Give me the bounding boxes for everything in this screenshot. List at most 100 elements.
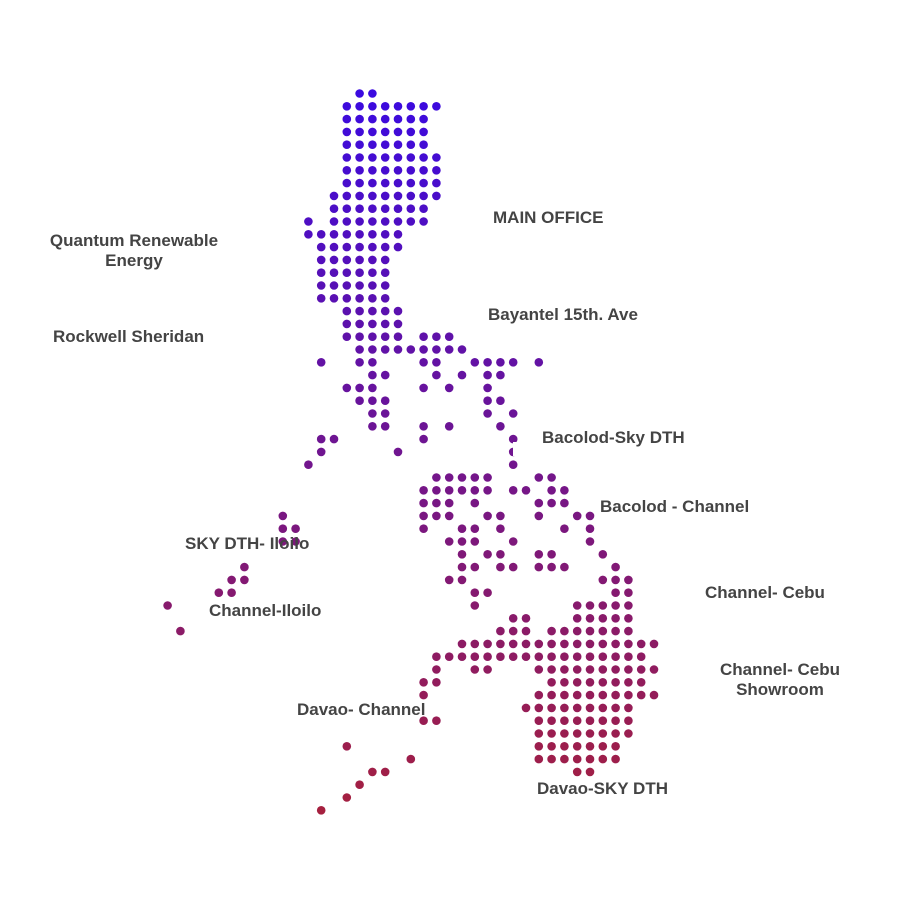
map-dot <box>316 294 326 303</box>
map-dot <box>470 358 480 367</box>
map-dot <box>611 716 620 725</box>
map-dot <box>316 806 326 815</box>
location-main-office[interactable]: MAIN OFFICE <box>493 208 604 228</box>
map-dot <box>342 242 352 252</box>
map-dot <box>291 537 300 546</box>
location-quantum-renewable-energy[interactable]: Quantum Renewable Energy <box>32 231 236 271</box>
location-sky-dth-iloilo[interactable]: SKY DTH- Iloilo <box>185 534 309 554</box>
map-dot <box>521 486 531 495</box>
map-dot <box>508 409 518 418</box>
map-dot <box>611 729 620 738</box>
map-dot <box>419 690 428 700</box>
map-dot <box>393 140 403 149</box>
map-dot <box>624 690 633 700</box>
map-dot <box>470 639 480 649</box>
map-dot <box>598 575 608 585</box>
location-label-line: Rockwell Sheridan <box>53 327 205 346</box>
map-dot <box>355 178 364 188</box>
map-dot <box>649 665 659 674</box>
map-dot <box>291 524 300 533</box>
map-dot <box>636 690 646 700</box>
map-dot <box>611 639 620 649</box>
location-davao-channel[interactable]: Davao- Channel <box>297 700 425 720</box>
map-dot <box>393 242 403 252</box>
map-dot <box>547 652 556 661</box>
map-dot <box>457 370 467 380</box>
map-dot <box>355 230 364 239</box>
map-dot <box>380 153 390 162</box>
map-dot <box>342 306 352 316</box>
map-dot <box>419 498 428 508</box>
map-dot <box>432 511 441 521</box>
map-dot <box>560 639 569 649</box>
map-dot <box>419 191 428 201</box>
map-dot <box>329 268 339 278</box>
map-dot <box>342 332 352 342</box>
location-channel-cebu[interactable]: Channel- Cebu <box>705 583 825 603</box>
map-dot <box>483 639 492 649</box>
location-davao-sky-dth[interactable]: Davao-SKY DTH <box>537 779 668 799</box>
map-dot <box>380 140 390 149</box>
map-dot <box>585 767 595 777</box>
map-dot <box>611 754 620 764</box>
map-dot <box>572 652 582 661</box>
map-dot <box>393 447 403 457</box>
map-dot <box>355 281 364 290</box>
map-dot <box>380 281 390 290</box>
map-dot <box>560 678 569 687</box>
map-dot <box>483 665 492 674</box>
map-dot <box>470 652 480 661</box>
map-dot <box>457 537 467 546</box>
map-dot <box>611 703 620 713</box>
map-dot <box>611 601 620 610</box>
map-dot <box>419 127 428 137</box>
map-dot <box>419 434 428 444</box>
location-bacolod-channel[interactable]: Bacolod - Channel <box>600 497 749 517</box>
location-channel-cebu-showroom[interactable]: Channel- Cebu Showroom <box>706 660 854 700</box>
map-dot <box>470 537 480 546</box>
map-dot <box>560 524 569 533</box>
map-dot <box>572 716 582 725</box>
map-dot <box>432 665 441 674</box>
map-dot <box>380 204 390 213</box>
location-bayantel-15th-ave[interactable]: Bayantel 15th. Ave <box>488 305 638 325</box>
map-dot <box>585 524 595 533</box>
map-dot <box>316 242 326 252</box>
map-dot <box>508 562 518 572</box>
map-dot <box>316 230 326 239</box>
map-dot <box>214 588 224 597</box>
map-dot <box>432 652 441 661</box>
map-gap <box>513 442 527 456</box>
map-dot <box>380 396 390 406</box>
map-dot <box>368 294 377 303</box>
map-dot <box>598 690 608 700</box>
map-dot <box>444 575 454 585</box>
location-rockwell-sheridan[interactable]: Rockwell Sheridan <box>53 327 204 347</box>
location-channel-iloilo[interactable]: Channel-Iloilo <box>209 601 321 621</box>
map-dot <box>342 140 352 149</box>
map-dot <box>368 370 377 380</box>
map-dot <box>598 716 608 725</box>
map-dot <box>355 383 364 393</box>
map-dot <box>406 102 416 111</box>
map-dot <box>342 268 352 278</box>
map-dot <box>508 486 518 495</box>
map-dot <box>355 102 364 111</box>
map-dot <box>432 486 441 495</box>
map-dot <box>560 742 569 751</box>
map-dot <box>393 345 403 354</box>
map-dot <box>547 665 556 674</box>
map-dot <box>444 498 454 508</box>
map-dot <box>380 409 390 418</box>
map-dot <box>534 358 544 367</box>
map-dot <box>534 729 544 738</box>
map-dot <box>406 204 416 213</box>
map-dot <box>611 665 620 674</box>
map-dot <box>406 140 416 149</box>
map-dot <box>342 255 352 265</box>
map-dot <box>342 319 352 329</box>
map-dot <box>598 754 608 764</box>
map-dot <box>406 178 416 188</box>
map-dot <box>470 524 480 533</box>
location-bacolod-sky-dth[interactable]: Bacolod-Sky DTH <box>542 428 685 448</box>
